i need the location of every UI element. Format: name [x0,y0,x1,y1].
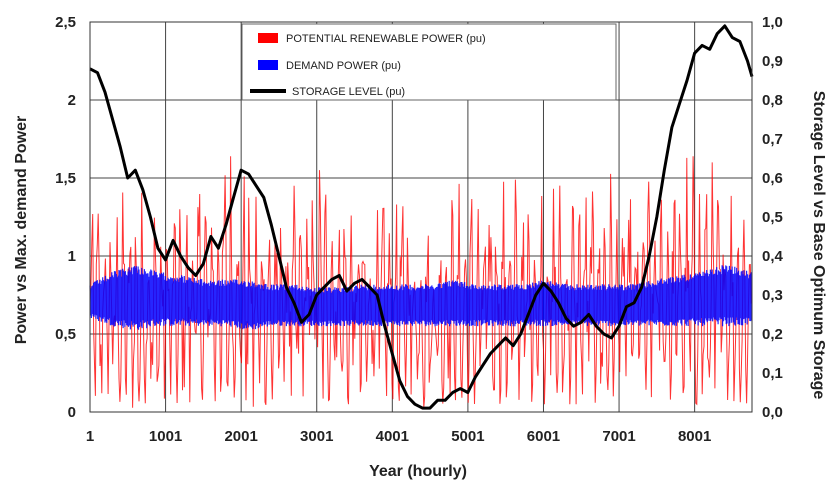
y2-tick-label: 0,5 [762,209,783,226]
y2-tick-label: 1,0 [762,14,783,31]
y-tick-label: 1,5 [55,170,76,187]
y2-tick-label: 0,6 [762,170,783,187]
y2-tick-label: 0,4 [762,248,784,265]
y-tick-label: 0,5 [55,326,76,343]
plot-frame [89,21,753,413]
legend: POTENTIAL RENEWABLE POWER (pu) DEMAND PO… [241,23,617,101]
y2-tick-label: 0,8 [762,92,783,109]
x-tick-label: 2001 [224,428,257,445]
x-tick-label: 5001 [451,428,484,445]
y-tick-label: 2,5 [55,14,76,31]
x-tick-label: 8001 [678,428,711,445]
y2-tick-label: 0,3 [762,287,783,304]
y-tick-label: 2 [68,92,76,109]
legend-label-demand: DEMAND POWER (pu) [286,60,401,72]
legend-swatch-renewable [258,33,278,43]
y2-tick-label: 0,1 [762,365,783,382]
y2-tick-label: 0,0 [762,404,783,421]
storage-series [89,24,754,410]
tick-labels: 1 1001 2001 3001 4001 5001 6001 7001 8001 0 0,5 1 1,… [55,14,783,445]
x-tick-label: 3001 [300,428,333,445]
x-tick-label: 1001 [149,428,182,445]
x-tick-label: 6001 [527,428,560,445]
x-tick-label: 4001 [376,428,409,445]
x-tick-label: 7001 [602,428,635,445]
legend-box [241,23,617,101]
legend-label-storage: STORAGE LEVEL (pu) [292,86,405,98]
legend-swatch-demand [258,60,278,70]
y2-axis-title: Storage Level vs Base Optimum Storage [810,91,827,400]
y2-tick-label: 0,9 [762,53,783,70]
x-tick-label: 1 [86,428,94,445]
storage-level-line [89,24,754,410]
y-tick-label: 1 [68,248,76,265]
legend-label-renewable: POTENTIAL RENEWABLE POWER (pu) [286,33,486,45]
y-tick-label: 0 [68,404,76,421]
y2-tick-label: 0,7 [762,131,783,148]
x-axis-title: Year (hourly) [369,463,467,480]
y2-tick-label: 0,2 [762,326,783,343]
y-axis-title: Power vs Max. demand Power [13,116,30,345]
